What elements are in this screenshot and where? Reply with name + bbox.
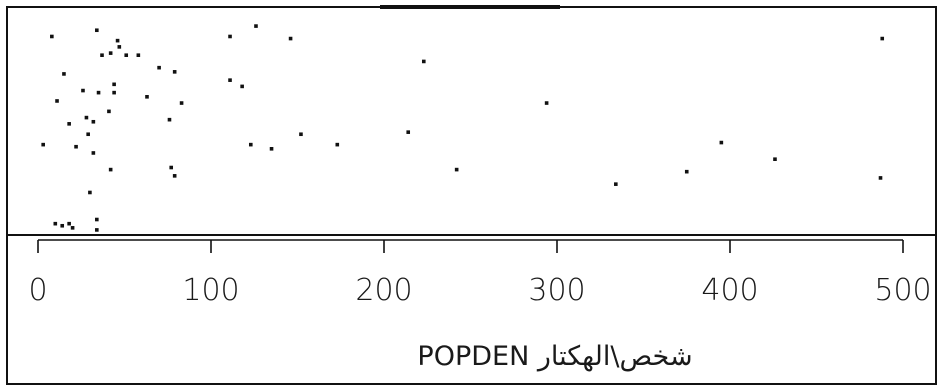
data-point-20	[67, 122, 71, 126]
data-point-1	[95, 28, 99, 33]
data-point-38	[254, 24, 258, 28]
data-points	[41, 24, 885, 232]
x-tick-label-0: 0	[28, 273, 47, 308]
data-point-46	[406, 130, 411, 134]
data-point-2	[115, 38, 120, 43]
data-point-9	[172, 70, 177, 74]
data-point-18	[107, 109, 111, 114]
data-point-6	[124, 53, 129, 57]
data-point-11	[112, 82, 116, 87]
data-point-0	[50, 34, 54, 39]
data-point-27	[108, 167, 113, 172]
data-point-8	[157, 65, 161, 70]
data-point-10	[62, 72, 66, 76]
data-point-13	[96, 90, 101, 95]
x-axis-ticks	[37, 240, 904, 253]
data-point-54	[878, 176, 883, 180]
data-point-21	[91, 119, 96, 124]
data-point-34	[70, 226, 75, 230]
x-tick-label-200: 200	[355, 273, 412, 308]
data-point-14	[112, 90, 116, 95]
x-axis-title: POPDEN شخص\الهكتار	[417, 341, 692, 372]
x-axis-tick-labels: 0 100 200 300 400 500	[28, 273, 931, 308]
x-tick-label-100: 100	[182, 273, 239, 308]
data-point-7	[136, 53, 141, 57]
x-tick-label-300: 300	[528, 273, 585, 308]
data-point-4	[100, 53, 104, 57]
data-point-25	[74, 144, 78, 149]
data-point-32	[60, 223, 65, 228]
data-point-47	[421, 59, 426, 64]
x-tick-label-400: 400	[701, 273, 758, 308]
data-point-40	[228, 78, 232, 82]
data-point-29	[172, 174, 177, 178]
data-point-22	[167, 117, 172, 122]
data-point-26	[91, 151, 96, 155]
data-point-30	[88, 190, 92, 195]
data-point-35	[95, 217, 99, 222]
data-point-3	[117, 45, 122, 49]
data-point-5	[108, 51, 113, 55]
data-point-42	[248, 142, 253, 147]
data-point-23	[86, 132, 90, 137]
data-point-48	[454, 167, 459, 172]
data-point-50	[614, 182, 618, 186]
data-point-15	[145, 95, 149, 99]
figure-frame	[6, 6, 937, 385]
data-point-43	[269, 147, 274, 151]
data-point-49	[544, 101, 549, 105]
data-point-28	[169, 165, 174, 170]
data-point-24	[41, 142, 45, 147]
data-point-37	[228, 34, 232, 39]
data-point-12	[81, 88, 85, 93]
data-point-36	[95, 228, 99, 232]
data-point-44	[299, 132, 303, 137]
data-point-17	[55, 99, 59, 103]
data-point-31	[53, 221, 58, 226]
data-point-19	[84, 115, 89, 120]
data-point-33	[67, 221, 71, 226]
data-point-53	[773, 157, 777, 161]
data-point-55	[880, 36, 885, 41]
data-point-45	[335, 142, 340, 147]
x-tick-label-500: 500	[874, 273, 931, 308]
data-point-39	[288, 36, 293, 41]
data-point-52	[719, 140, 724, 145]
data-point-16	[179, 101, 184, 105]
data-point-41	[240, 84, 244, 89]
data-point-51	[684, 169, 689, 174]
